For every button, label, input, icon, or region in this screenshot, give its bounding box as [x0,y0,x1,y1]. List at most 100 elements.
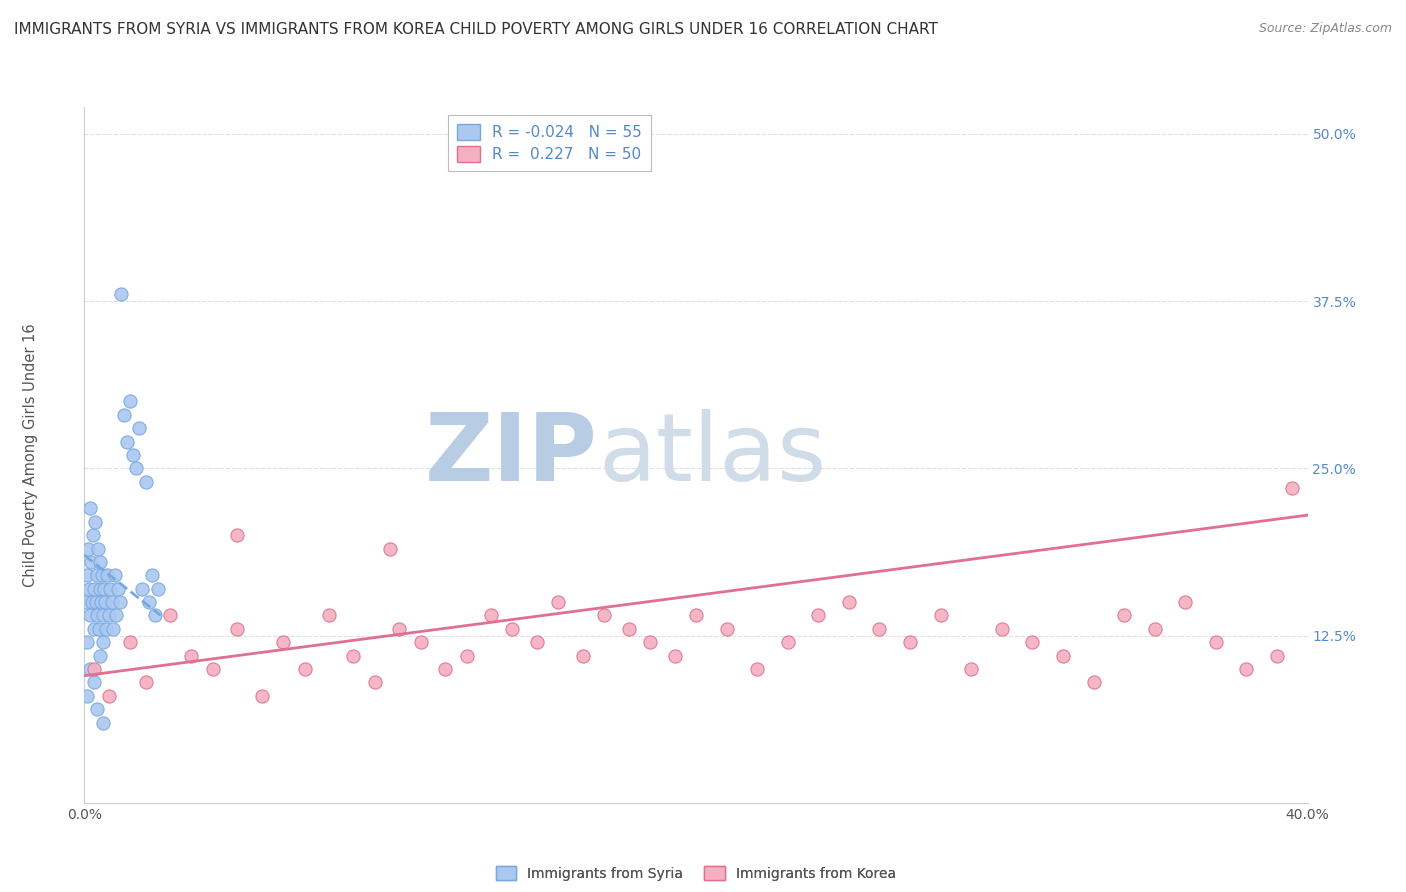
Point [898,635,921,649]
Point [89,555,111,569]
Point [83,582,105,596]
Point [1281,482,1303,496]
Point [1083,675,1105,690]
Point [103,622,125,636]
Point [91,715,114,730]
Point [90,595,112,609]
Point [501,622,523,636]
Point [83,622,105,636]
Point [115,434,138,449]
Point [138,595,160,609]
Point [128,421,150,435]
Point [120,394,142,409]
Point [108,595,131,609]
Point [318,608,340,623]
Point [76,689,98,703]
Point [86,568,108,582]
Legend: Immigrants from Syria, Immigrants from Korea: Immigrants from Syria, Immigrants from K… [489,861,903,887]
Text: ZIP: ZIP [425,409,598,501]
Point [638,635,661,649]
Point [91,568,114,582]
Point [1143,622,1166,636]
Point [87,541,110,556]
Point [122,448,145,462]
Point [434,662,457,676]
Point [110,287,132,301]
Point [745,662,768,676]
Point [226,528,249,542]
Point [104,568,127,582]
Point [94,595,117,609]
Point [380,541,402,556]
Point [89,648,111,663]
Point [1265,648,1288,663]
Point [75,595,97,609]
Point [271,635,294,649]
Point [97,608,120,623]
Point [201,662,224,676]
Point [526,635,548,649]
Point [929,608,952,623]
Point [84,515,107,529]
Point [91,635,114,649]
Point [294,662,316,676]
Point [342,648,364,663]
Point [1205,635,1227,649]
Point [869,622,891,636]
Point [146,582,169,596]
Point [91,608,114,623]
Point [83,675,105,690]
Point [159,608,181,623]
Point [479,608,502,623]
Point [107,582,129,596]
Point [94,622,117,636]
Point [97,689,120,703]
Point [1234,662,1257,676]
Text: Child Poverty Among Girls Under 16: Child Poverty Among Girls Under 16 [24,323,38,587]
Point [456,648,478,663]
Point [105,608,128,623]
Point [80,595,103,609]
Point [125,461,148,475]
Point [1174,595,1197,609]
Point [101,595,124,609]
Point [93,582,115,596]
Point [82,528,104,542]
Text: atlas: atlas [598,409,827,501]
Point [838,595,860,609]
Point [135,475,157,489]
Point [409,635,432,649]
Point [572,648,595,663]
Point [96,568,118,582]
Point [617,622,640,636]
Point [250,689,273,703]
Point [87,622,110,636]
Point [76,568,98,582]
Point [131,582,153,596]
Text: Source: ZipAtlas.com: Source: ZipAtlas.com [1258,22,1392,36]
Point [143,608,166,623]
Point [1114,608,1136,623]
Point [79,662,101,676]
Point [226,622,249,636]
Point [84,595,107,609]
Point [120,635,142,649]
Point [79,608,101,623]
Point [79,501,101,516]
Point [388,622,411,636]
Point [80,555,103,569]
Point [89,582,111,596]
Point [807,608,830,623]
Point [86,608,108,623]
Point [547,595,569,609]
Point [141,568,163,582]
Text: IMMIGRANTS FROM SYRIA VS IMMIGRANTS FROM KOREA CHILD POVERTY AMONG GIRLS UNDER 1: IMMIGRANTS FROM SYRIA VS IMMIGRANTS FROM… [14,22,938,37]
Point [76,635,98,649]
Point [77,582,100,596]
Point [664,648,686,663]
Point [364,675,387,690]
Point [776,635,799,649]
Point [180,648,202,663]
Point [1021,635,1043,649]
Point [593,608,616,623]
